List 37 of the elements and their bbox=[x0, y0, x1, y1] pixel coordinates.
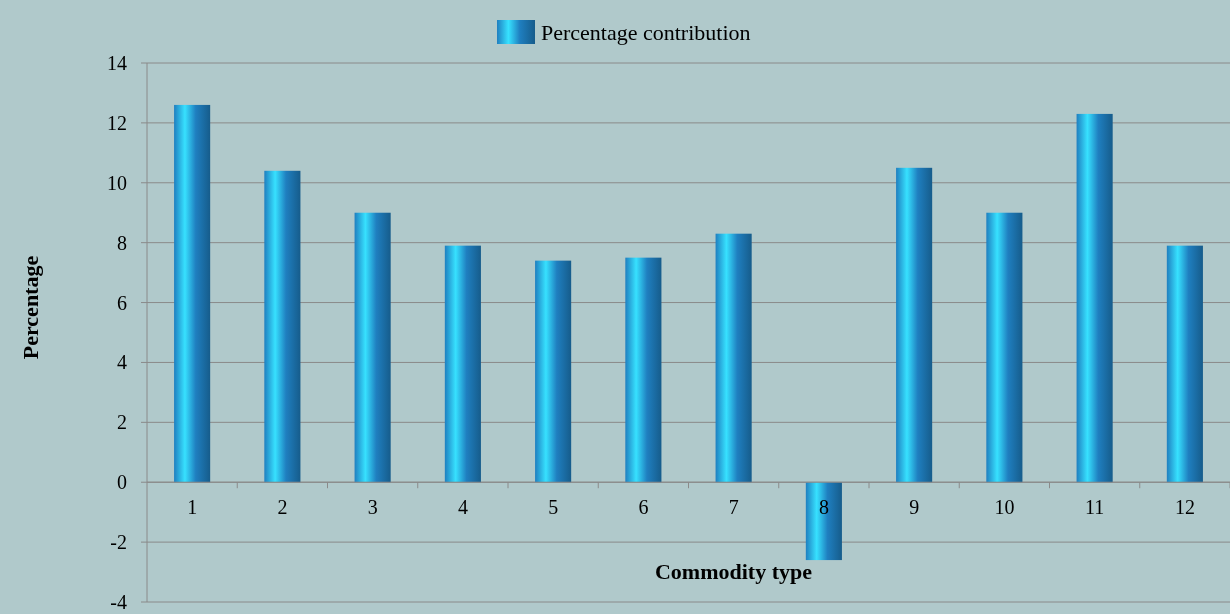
x-tick-label: 8 bbox=[818, 496, 829, 519]
x-tick-label: 4 bbox=[457, 496, 468, 519]
x-tick-label: 12 bbox=[1174, 496, 1195, 519]
y-tick-label: 14 bbox=[107, 52, 127, 74]
x-tick-label: 9 bbox=[909, 496, 920, 519]
bar bbox=[1076, 113, 1113, 483]
y-tick-label: 6 bbox=[117, 291, 127, 314]
y-tick-label: 8 bbox=[117, 231, 127, 254]
y-tick-label: -2 bbox=[110, 531, 127, 554]
bar bbox=[1166, 245, 1203, 483]
bar bbox=[174, 104, 211, 483]
bar bbox=[625, 257, 662, 483]
y-tick-label: 12 bbox=[107, 111, 127, 134]
y-tick-label: 0 bbox=[117, 471, 127, 494]
x-axis-title: Commodity type bbox=[654, 559, 813, 584]
x-tick-label: 3 bbox=[367, 496, 378, 519]
bar bbox=[444, 245, 481, 483]
x-tick-label: 5 bbox=[548, 496, 559, 519]
bar bbox=[715, 233, 752, 483]
y-tick-label: 4 bbox=[117, 351, 127, 374]
y-tick-label: 10 bbox=[107, 171, 127, 194]
legend-label: Percentage contribution bbox=[541, 19, 751, 45]
x-tick-label: 10 bbox=[994, 496, 1015, 519]
y-axis-title: Percentage bbox=[18, 255, 43, 360]
bar bbox=[896, 167, 933, 483]
y-tick-label: 2 bbox=[117, 411, 127, 434]
bar bbox=[805, 482, 842, 561]
x-tick-label: 6 bbox=[638, 496, 649, 519]
y-tick-label: -4 bbox=[110, 591, 127, 613]
x-tick-label: 11 bbox=[1084, 496, 1105, 519]
bar bbox=[354, 212, 391, 483]
bar bbox=[535, 260, 572, 483]
x-tick-label: 1 bbox=[187, 496, 198, 519]
bar bbox=[264, 170, 301, 483]
x-tick-label: 2 bbox=[277, 496, 288, 519]
bar bbox=[986, 212, 1023, 483]
x-tick-label: 7 bbox=[728, 496, 739, 519]
